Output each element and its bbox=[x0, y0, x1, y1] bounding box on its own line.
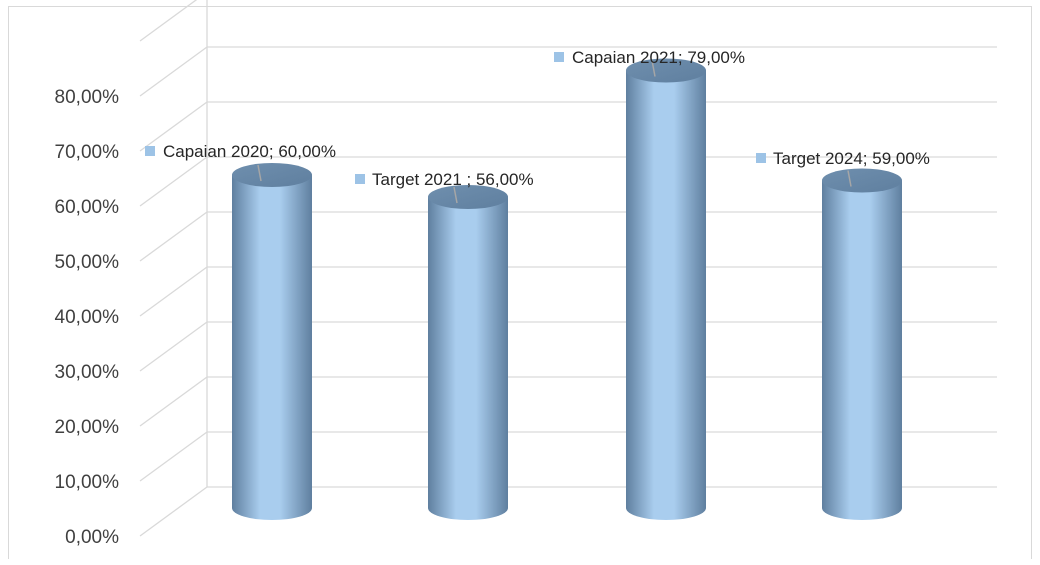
data-label-layer: Capaian 2020; 60,00% Target 2021 ; 56,00%… bbox=[145, 48, 930, 204]
gridline bbox=[139, 156, 997, 207]
data-label-marker bbox=[145, 146, 155, 156]
y-axis: 0,00% 10,00% 20,00% 30,00% 40,00% 50,00% 60,00… bbox=[55, 87, 120, 548]
y-tick-label: 10,00% bbox=[55, 472, 120, 493]
bar-top bbox=[428, 185, 508, 209]
bar bbox=[822, 168, 902, 520]
y-tick-label: 0,00% bbox=[65, 527, 119, 548]
label-leader bbox=[847, 170, 852, 187]
bar-layer bbox=[232, 58, 902, 520]
y-tick-label: 40,00% bbox=[55, 307, 120, 328]
y-tick-label: 80,00% bbox=[55, 87, 120, 108]
data-label-marker bbox=[554, 52, 564, 62]
y-tick-label: 30,00% bbox=[55, 362, 120, 383]
bar-top bbox=[822, 168, 902, 193]
y-tick-label: 60,00% bbox=[55, 197, 120, 218]
label-leader bbox=[651, 60, 656, 77]
y-tick-label: 50,00% bbox=[55, 252, 120, 273]
y-tick-label: 70,00% bbox=[55, 142, 120, 163]
data-label-marker bbox=[756, 153, 766, 163]
data-label-marker bbox=[355, 174, 365, 184]
data-label: Capaian 2020; 60,00% bbox=[163, 142, 336, 161]
gridline bbox=[139, 0, 198, 42]
bar-top bbox=[232, 163, 312, 187]
label-leader bbox=[453, 186, 458, 204]
bar-top bbox=[626, 58, 706, 83]
bar bbox=[232, 163, 312, 520]
gridline bbox=[139, 101, 997, 152]
label-leader bbox=[257, 164, 262, 182]
gridline bbox=[139, 46, 997, 97]
data-label: Target 2021 ; 56,00% bbox=[372, 170, 534, 189]
y-tick-label: 20,00% bbox=[55, 417, 120, 438]
data-label: Target 2024; 59,00% bbox=[773, 149, 930, 168]
data-label: Capaian 2021; 79,00% bbox=[572, 48, 745, 67]
bar bbox=[428, 185, 508, 520]
bar bbox=[626, 58, 706, 520]
